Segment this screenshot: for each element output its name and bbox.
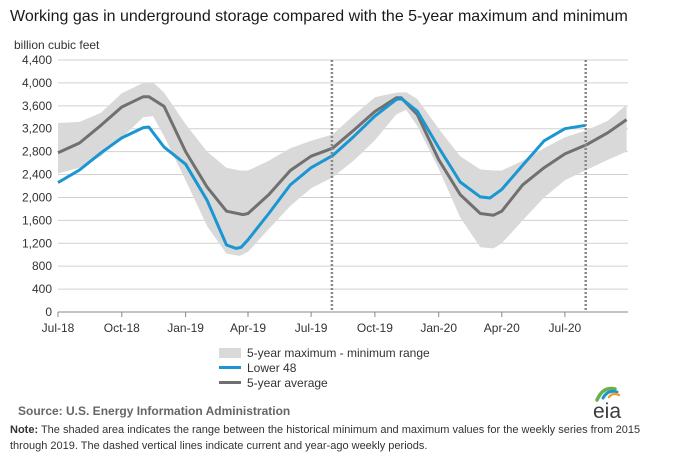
- x-tick-label: Jul-20: [549, 321, 582, 335]
- legend-label-lower48: Lower 48: [247, 360, 297, 375]
- y-tick-label: 3,200: [22, 122, 52, 136]
- y-axis-ticks: 0 400 800 1,200 1,600 2,000 2,400 2,800 3,200 3,6…: [22, 53, 52, 319]
- series-line-lower-48: [57, 96, 586, 250]
- x-tick-label: Apr-19: [230, 321, 266, 335]
- chart-title: Working gas in underground storage compa…: [10, 8, 628, 25]
- x-tick-label: Apr-20: [484, 321, 520, 335]
- source-text: Source: U.S. Energy Information Administ…: [18, 404, 291, 418]
- legend-item-range: 5-year maximum - minimum range: [219, 345, 430, 360]
- x-tick-label: Oct-18: [104, 321, 140, 335]
- legend-label-range: 5-year maximum - minimum range: [247, 345, 430, 360]
- y-tick-label: 1,600: [22, 213, 52, 227]
- y-tick-label: 3,600: [22, 99, 52, 113]
- legend-item-lower48: Lower 48: [219, 360, 430, 375]
- x-tick-label: Jul-19: [295, 321, 328, 335]
- y-tick-label: 2,400: [22, 168, 52, 182]
- y-tick-label: 1,200: [22, 236, 52, 250]
- legend-swatch-avg: [219, 381, 241, 384]
- current-period-markers: [330, 60, 587, 312]
- legend-swatch-lower48: [219, 366, 241, 369]
- legend-label-avg: 5-year average: [247, 375, 328, 390]
- eia-logo-text: eia: [593, 400, 621, 422]
- y-tick-label: 400: [32, 282, 52, 296]
- legend: 5-year maximum - minimum range Lower 48 …: [219, 345, 430, 390]
- note: Note: The shaded area indicates the rang…: [10, 422, 670, 454]
- x-tick-label: Jul-18: [42, 321, 75, 335]
- y-tick-label: 800: [32, 259, 52, 273]
- series-line-5yr-average: [57, 95, 628, 217]
- x-tick-label: Jan-19: [167, 321, 204, 335]
- x-tick-label: Jan-20: [420, 321, 457, 335]
- y-tick-label: 2,000: [22, 190, 52, 204]
- x-axis-ticks: Jul-18 Oct-18 Jan-19 Apr-19 Jul-19 Oct-19 Jan-…: [42, 312, 582, 335]
- legend-swatch-range: [219, 347, 241, 358]
- y-tick-label: 2,800: [22, 145, 52, 159]
- note-label: Note:: [10, 424, 39, 436]
- series-band-5yr-range: [58, 82, 627, 256]
- y-tick-label: 4,400: [22, 53, 52, 67]
- eia-logo: eia: [593, 386, 621, 422]
- legend-item-avg: 5-year average: [219, 375, 430, 390]
- y-axis-unit-label: billion cubic feet: [14, 38, 100, 52]
- y-tick-label: 0: [45, 305, 52, 319]
- y-tick-label: 4,000: [22, 76, 52, 90]
- note-text: The shaded area indicates the range betw…: [10, 424, 641, 452]
- x-tick-label: Oct-19: [357, 321, 393, 335]
